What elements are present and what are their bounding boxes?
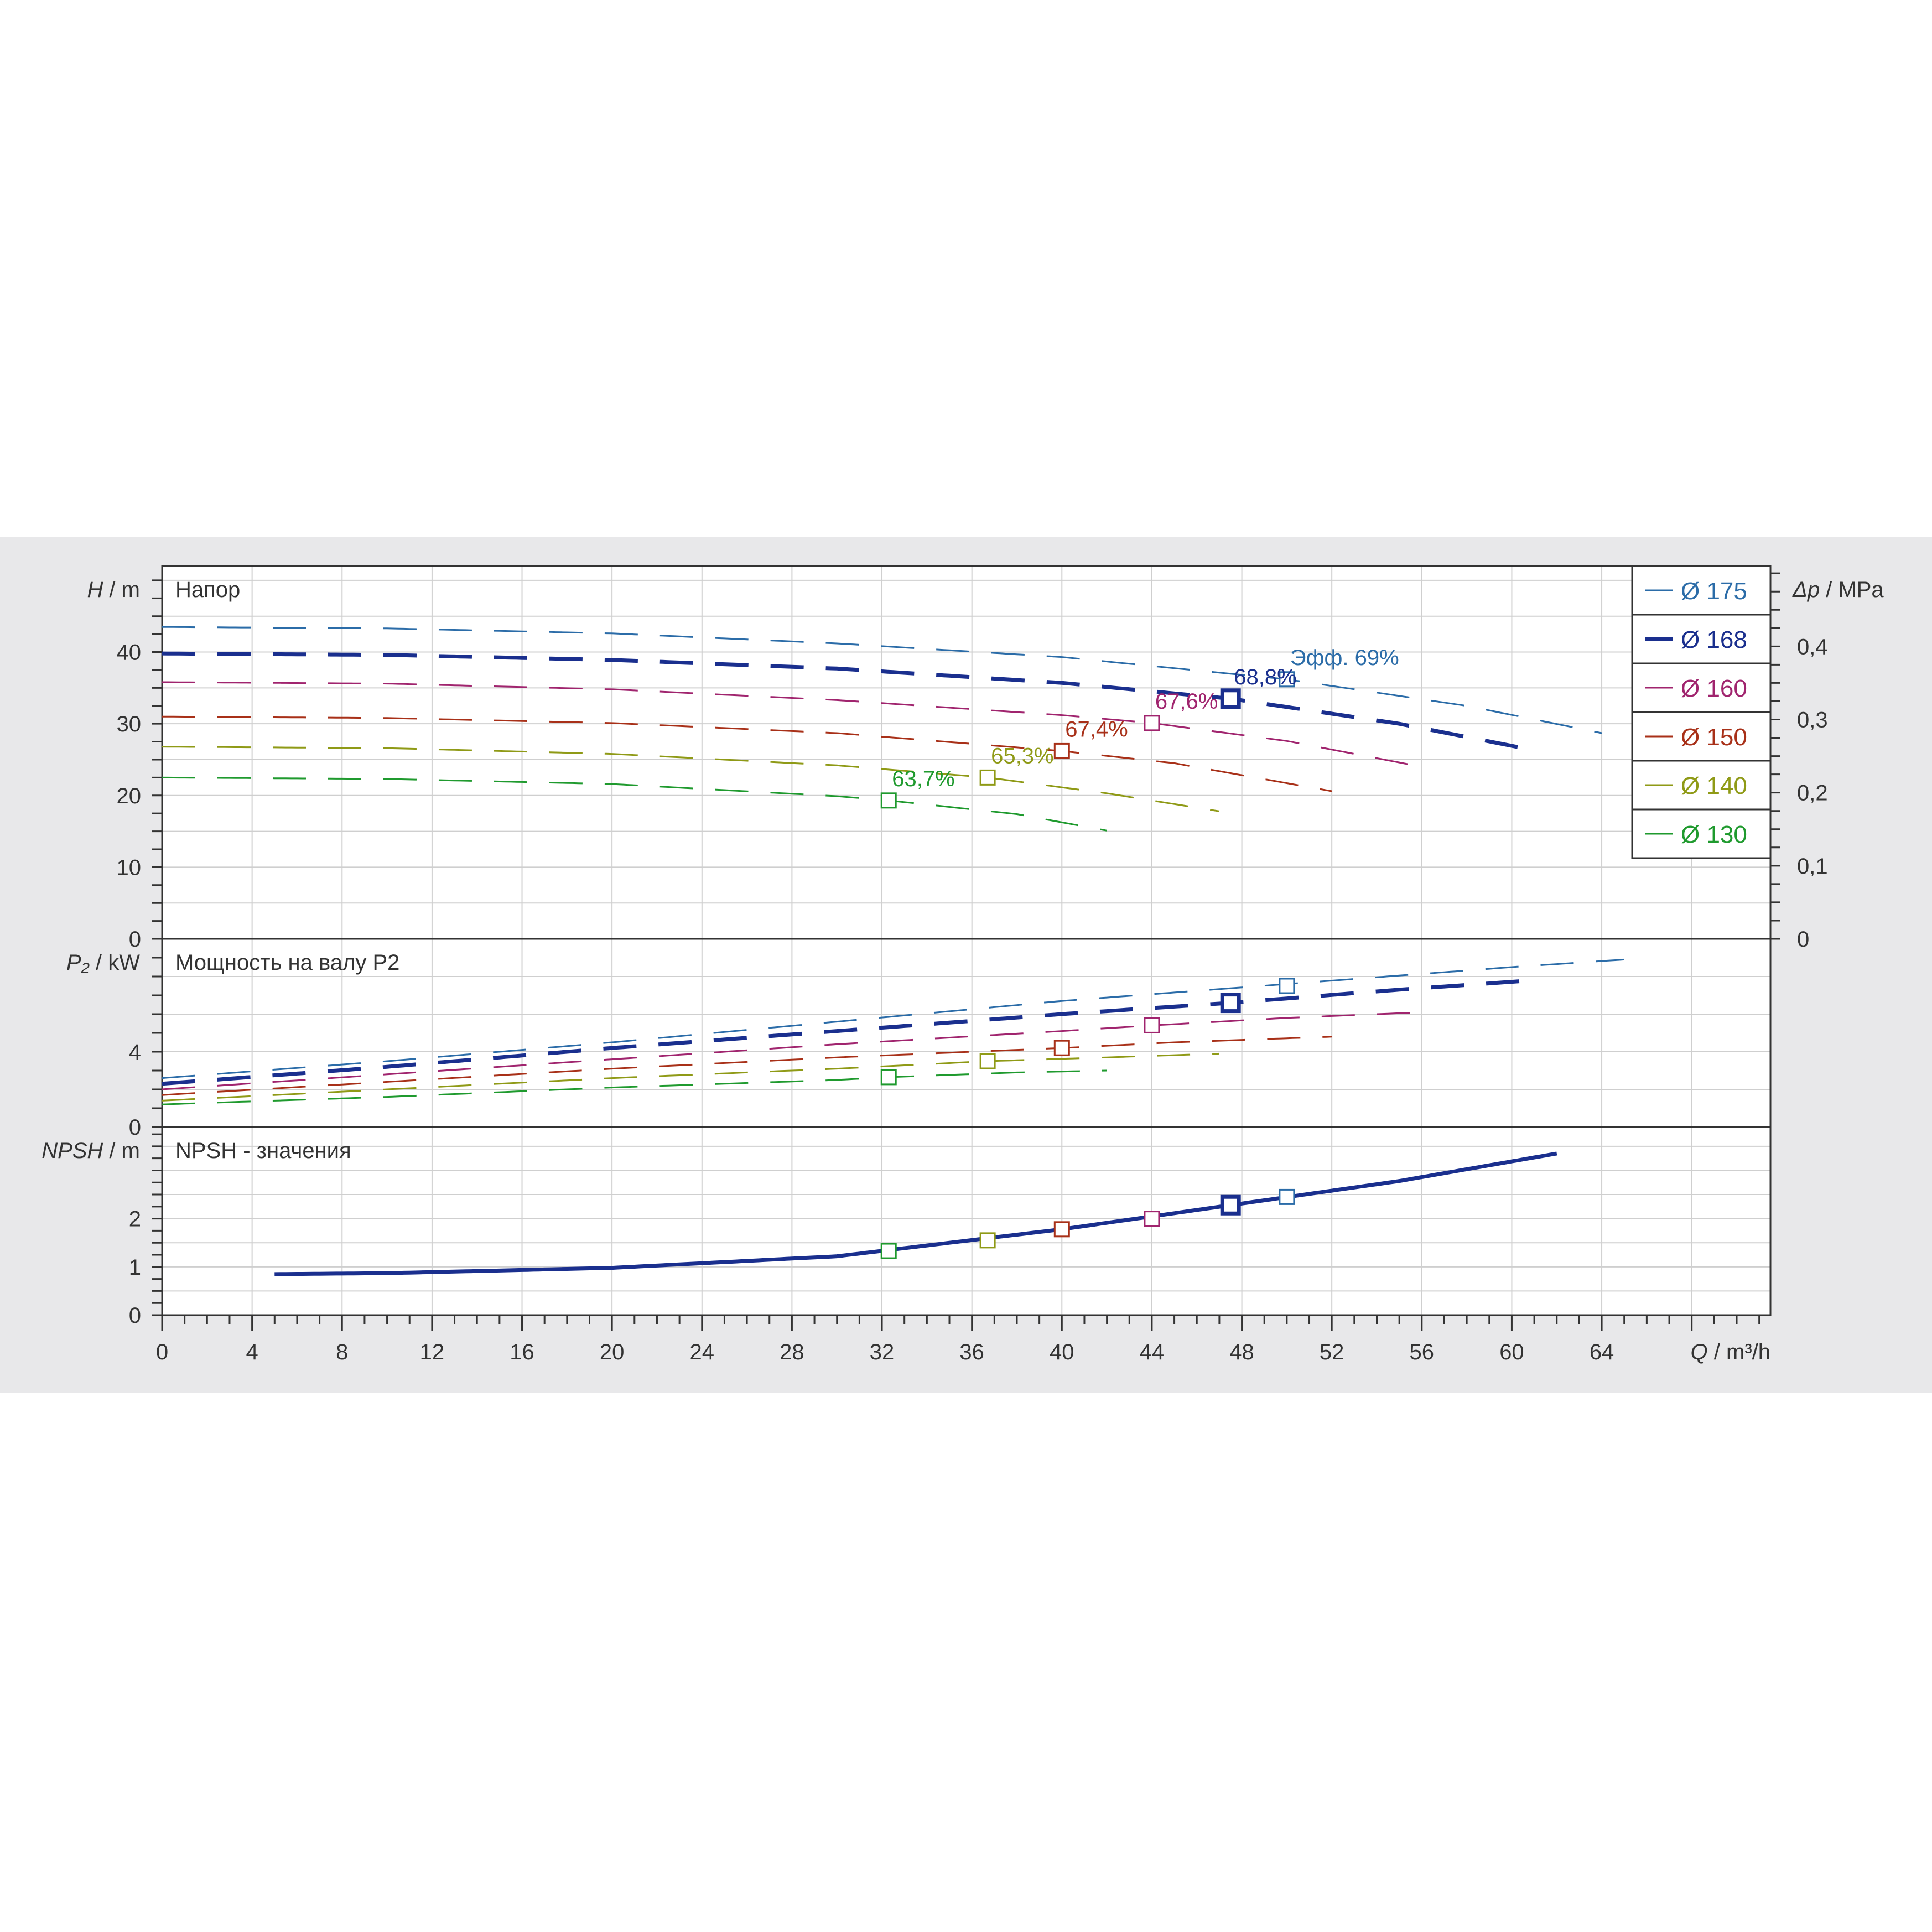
best-point-marker-head	[1279, 671, 1295, 688]
panel-frame-npsh	[161, 1126, 1772, 1316]
x-tick-label: 20	[600, 1340, 625, 1364]
right-axis-tick-label: 0	[1797, 927, 1809, 952]
y-tick-label-head: 30	[117, 712, 142, 736]
x-tick-label: 16	[510, 1340, 534, 1364]
right-axis-tick-label: 0,1	[1797, 854, 1828, 879]
x-tick-label: 40	[1050, 1340, 1074, 1364]
best-point-marker-npsh	[880, 1243, 897, 1259]
power-curve-4	[162, 1036, 1332, 1096]
x-tick-label: 4	[246, 1340, 258, 1364]
npsh-curve	[274, 1151, 1557, 1276]
plot-area-power	[162, 939, 1770, 1127]
best-point-marker-npsh	[979, 1232, 996, 1249]
best-point-marker-npsh	[1279, 1188, 1295, 1205]
best-point-marker-head	[1220, 688, 1241, 709]
y-tick-label-head: 40	[117, 641, 142, 665]
x-tick-label: 44	[1140, 1340, 1165, 1364]
best-point-marker-npsh	[1053, 1221, 1070, 1238]
panel-title-npsh: NPSH - значения	[175, 1139, 351, 1163]
y-axis-label-power: P₂ / kW	[66, 951, 140, 975]
power-curve-6	[162, 1069, 1107, 1105]
best-point-marker-npsh	[1144, 1211, 1160, 1227]
best-point-marker-power	[1144, 1017, 1160, 1033]
x-tick-label: 48	[1229, 1340, 1254, 1364]
legend-item-label: Ø 175	[1681, 578, 1747, 605]
efficiency-label: 68,8%	[1234, 665, 1296, 689]
efficiency-label: 67,4%	[1065, 717, 1128, 741]
power-curve-1	[162, 958, 1624, 1079]
right-axis-tick-label: 0,3	[1797, 708, 1828, 732]
head-curve-3	[162, 681, 1422, 768]
power-curve-3	[162, 1011, 1422, 1090]
y-axis-label-head: H / m	[87, 578, 140, 602]
y-tick-label-npsh: 2	[129, 1207, 141, 1232]
legend-item-label: Ø 168	[1681, 626, 1747, 653]
panel-title-head: Напор	[175, 578, 240, 602]
best-point-marker-head	[1144, 715, 1160, 731]
best-point-marker-power	[880, 1069, 897, 1086]
x-tick-label: 8	[336, 1340, 348, 1364]
efficiency-label: 65,3%	[991, 744, 1053, 768]
best-point-marker-power	[1279, 978, 1295, 994]
head-curve-4	[162, 715, 1332, 792]
y-tick-label-npsh: 0	[129, 1303, 141, 1328]
best-point-marker-power	[1220, 993, 1241, 1014]
best-point-marker-npsh	[1220, 1194, 1241, 1216]
y-tick-label-power: 0	[129, 1115, 141, 1140]
best-point-marker-power	[979, 1053, 996, 1069]
x-tick-label: 28	[780, 1340, 804, 1364]
x-tick-label: 24	[690, 1340, 715, 1364]
x-tick-label: 36	[959, 1340, 984, 1364]
legend-item-label: Ø 140	[1681, 772, 1747, 799]
legend-item-label: Ø 150	[1681, 724, 1747, 751]
head-curve-1	[162, 626, 1602, 734]
panel-title-power: Мощность на валу P2	[175, 951, 399, 975]
right-axis-tick-label: 0,4	[1797, 635, 1828, 659]
x-tick-label: 12	[420, 1340, 445, 1364]
y-tick-label-power: 4	[129, 1040, 141, 1064]
x-tick-label: 60	[1499, 1340, 1524, 1364]
y-tick-label-npsh: 1	[129, 1255, 141, 1280]
plot-area-npsh	[162, 1127, 1770, 1315]
power-curve-5	[162, 1052, 1219, 1102]
right-axis-tick-label: 0,2	[1797, 781, 1828, 806]
x-axis-label: Q / m³/h	[1691, 1340, 1770, 1364]
x-tick-label: 52	[1320, 1340, 1344, 1364]
y-tick-label-head: 0	[129, 927, 141, 952]
efficiency-label: 67,6%	[1155, 689, 1218, 714]
efficiency-label: Эфф. 69%	[1290, 646, 1399, 670]
efficiency-label: 63,7%	[892, 767, 954, 791]
right-axis-label: Δp / MPa	[1792, 578, 1884, 602]
y-tick-label-head: 10	[117, 855, 142, 880]
x-tick-label: 32	[870, 1340, 895, 1364]
best-point-marker-head	[880, 792, 897, 809]
best-point-marker-head	[979, 769, 996, 786]
head-curve-5	[162, 746, 1220, 812]
x-tick-label: 0	[156, 1340, 168, 1364]
x-tick-label: 56	[1410, 1340, 1435, 1364]
head-curve-6	[162, 776, 1107, 832]
legend-item-label: Ø 160	[1681, 675, 1747, 702]
x-tick-label: 64	[1590, 1340, 1614, 1364]
best-point-marker-power	[1053, 1040, 1070, 1056]
power-curve-2	[162, 978, 1535, 1086]
best-point-marker-head	[1053, 742, 1070, 759]
y-tick-label-head: 20	[117, 784, 142, 808]
head-curve-2	[162, 651, 1535, 752]
plot-area-head	[162, 566, 1770, 939]
y-axis-label-npsh: NPSH / m	[41, 1139, 140, 1163]
legend-item-label: Ø 130	[1681, 821, 1747, 848]
